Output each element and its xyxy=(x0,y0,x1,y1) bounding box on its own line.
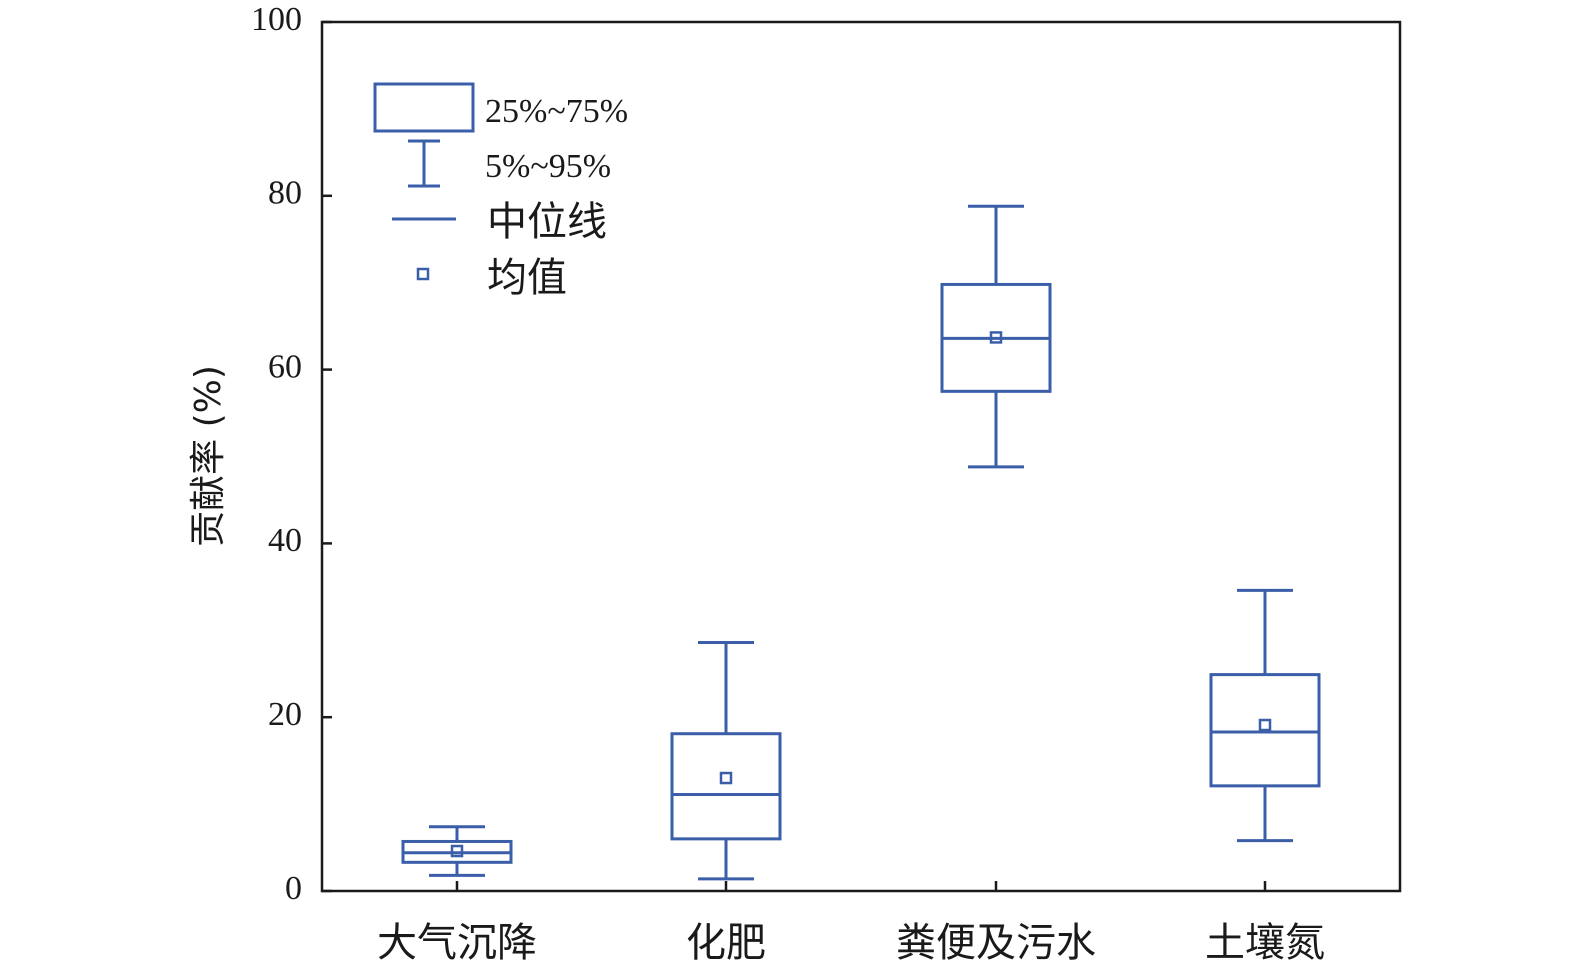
x-category-label-3: 土壤氮 xyxy=(1205,920,1325,966)
legend-whisker-swatch xyxy=(408,139,440,188)
y-tick-label-2: 40 xyxy=(268,522,302,559)
box-1-mean xyxy=(719,771,733,785)
y-tick-label-4: 80 xyxy=(268,175,302,212)
box-0 xyxy=(401,825,513,877)
boxes xyxy=(401,204,1321,881)
y-tick-label-5: 100 xyxy=(251,1,302,38)
y-axis: 0 20 40 60 80 100 xyxy=(251,1,332,907)
box-1 xyxy=(670,640,782,881)
box-3 xyxy=(1209,588,1321,843)
x-category-label-0: 大气沉降 xyxy=(377,920,537,966)
y-axis-title: 贡献率 (%) xyxy=(188,365,229,547)
plot-frame xyxy=(320,20,1402,893)
x-category-label-1: 化肥 xyxy=(686,920,766,966)
legend: 25%~75% 5%~95% 中位线 均值 xyxy=(373,82,628,301)
box-3-mean xyxy=(1258,718,1272,732)
box-1-iqr xyxy=(670,732,782,841)
legend-label-whisker: 5%~95% xyxy=(485,148,611,185)
x-category-label-2: 粪便及污水 xyxy=(896,920,1096,966)
legend-label-median: 中位线 xyxy=(487,199,607,245)
legend-box-swatch xyxy=(373,82,475,133)
y-tick-label-3: 60 xyxy=(268,348,302,385)
box-2 xyxy=(940,204,1052,469)
box-0-mean xyxy=(450,844,464,858)
legend-label-box: 25%~75% xyxy=(485,93,628,130)
y-tick-label-0: 0 xyxy=(285,870,302,907)
legend-mean-swatch xyxy=(416,267,430,281)
x-axis: 大气沉降 化肥 粪便及污水 土壤氮 xyxy=(377,881,1325,966)
box-2-mean xyxy=(989,331,1003,344)
y-tick-label-1: 20 xyxy=(268,696,302,733)
legend-label-mean: 均值 xyxy=(487,255,567,301)
